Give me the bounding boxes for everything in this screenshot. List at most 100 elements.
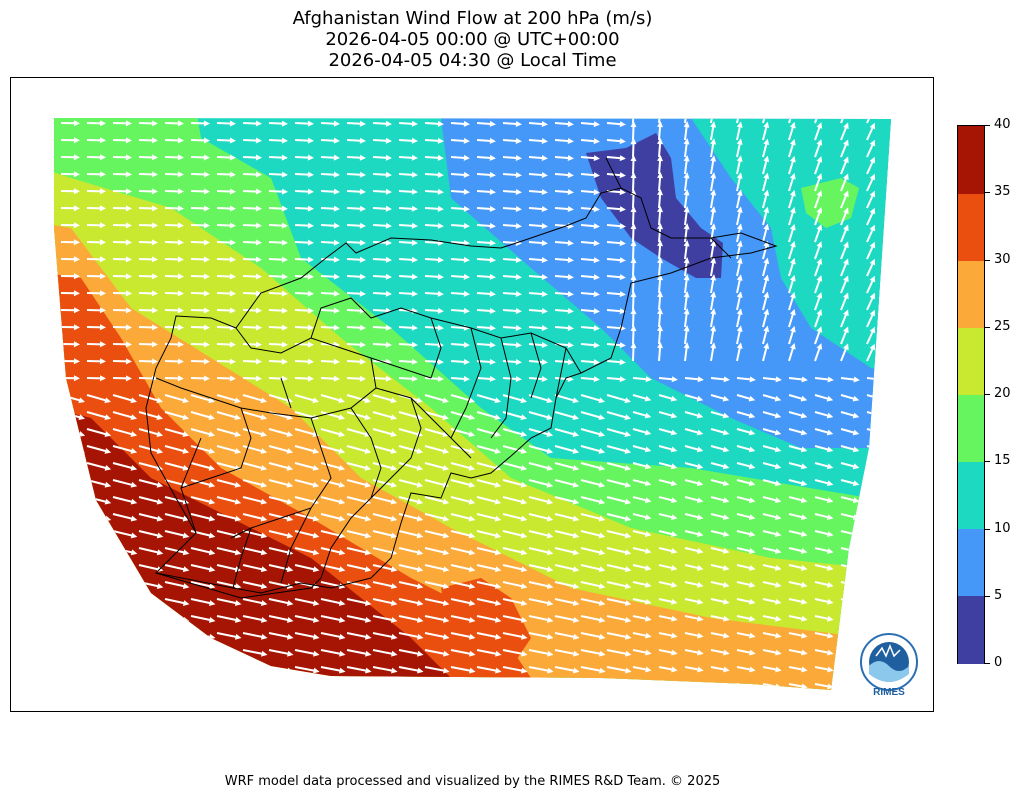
wind-arrow-head bbox=[683, 325, 690, 332]
wind-arrow-head bbox=[416, 481, 424, 488]
wind-arrow-head bbox=[443, 684, 450, 690]
wind-arrow-head bbox=[722, 463, 730, 470]
wind-arrow-head bbox=[547, 650, 554, 657]
wind-arrow-head bbox=[151, 239, 158, 246]
wind-arrow-head bbox=[130, 600, 138, 606]
wind-arrow bbox=[346, 564, 369, 571]
wind-arrow-head bbox=[437, 205, 444, 212]
wind-arrow bbox=[866, 547, 883, 553]
wind-arrow-head bbox=[73, 120, 80, 127]
wind-arrow bbox=[268, 445, 291, 453]
wind-arrow bbox=[840, 632, 857, 638]
wind-arrow-head bbox=[156, 532, 164, 539]
wind-arrow-head bbox=[234, 448, 242, 454]
wind-arrow-head bbox=[541, 240, 548, 246]
wind-arrow-head bbox=[598, 481, 606, 488]
wind-arrow-head bbox=[657, 291, 664, 298]
wind-arrow bbox=[606, 394, 629, 403]
wind-arrow-head bbox=[774, 395, 782, 402]
wind-arrow-head bbox=[790, 105, 796, 112]
wind-arrow-head bbox=[203, 290, 210, 297]
wind-arrow-head bbox=[624, 532, 632, 539]
wind-arrow-head bbox=[78, 566, 86, 573]
wind-arrow-head bbox=[359, 239, 366, 246]
wind-arrow bbox=[138, 411, 161, 419]
wind-arrow-head bbox=[722, 395, 730, 402]
wind-arrow-head bbox=[515, 358, 522, 365]
wind-arrow bbox=[450, 649, 473, 656]
wind-arrow bbox=[554, 666, 577, 673]
wind-arrow-head bbox=[644, 446, 652, 453]
wind-arrow-head bbox=[177, 154, 184, 161]
wind-arrow-head bbox=[657, 172, 664, 179]
wind-arrow-head bbox=[789, 257, 796, 265]
map-panel bbox=[10, 77, 934, 712]
wind-arrow bbox=[658, 683, 675, 688]
wind-arrow-head bbox=[104, 448, 112, 454]
wind-arrow-head bbox=[463, 273, 470, 280]
wind-arrow bbox=[580, 632, 603, 639]
wind-arrow bbox=[190, 581, 213, 588]
wind-arrow-head bbox=[541, 325, 548, 331]
wind-arrow-head bbox=[209, 684, 216, 690]
wind-arrow-head bbox=[125, 188, 132, 195]
wind-arrow bbox=[294, 615, 317, 622]
wind-arrow-head bbox=[763, 325, 770, 333]
wind-arrow-head bbox=[630, 274, 637, 281]
wind-arrow bbox=[502, 598, 525, 605]
wind-arrow-head bbox=[99, 324, 106, 331]
wind-arrow-head bbox=[816, 190, 823, 197]
wind-arrow-head bbox=[593, 257, 600, 264]
wind-arrow-head bbox=[624, 498, 632, 505]
wind-arrow bbox=[840, 615, 857, 621]
wind-arrow bbox=[424, 513, 447, 521]
wind-arrow-head bbox=[878, 514, 886, 521]
wind-arrow-head bbox=[73, 137, 80, 144]
wind-arrow bbox=[554, 428, 577, 436]
wind-arrow-head bbox=[624, 549, 632, 556]
wind-arrow-head bbox=[411, 239, 418, 246]
wind-arrow-head bbox=[520, 464, 528, 471]
wind-arrow-head bbox=[644, 395, 652, 402]
wind-arrow-head bbox=[619, 291, 626, 298]
wind-arrow-head bbox=[151, 222, 158, 229]
wind-arrow-head bbox=[442, 600, 450, 606]
wind-arrow bbox=[164, 411, 187, 419]
wind-arrow-head bbox=[801, 632, 808, 639]
wind-arrow-head bbox=[177, 375, 184, 382]
wind-arrow-head bbox=[878, 548, 886, 554]
wind-arrow bbox=[112, 530, 135, 538]
wind-arrow-head bbox=[208, 498, 216, 505]
wind-arrow-head bbox=[852, 531, 860, 537]
wind-arrow-head bbox=[312, 431, 320, 437]
wind-arrow bbox=[502, 445, 525, 453]
wind-arrow-head bbox=[826, 463, 834, 470]
wind-arrow-head bbox=[177, 358, 184, 365]
wind-arrow-head bbox=[546, 515, 554, 522]
wind-arrow-head bbox=[182, 532, 190, 539]
wind-arrow-head bbox=[515, 205, 522, 212]
wind-arrow-head bbox=[260, 498, 268, 505]
wind-arrow-head bbox=[151, 358, 158, 365]
wind-arrow bbox=[476, 411, 499, 419]
wind-arrow bbox=[190, 496, 213, 504]
wind-arrow bbox=[320, 530, 343, 538]
wind-arrow-head bbox=[442, 532, 450, 539]
wind-arrow bbox=[372, 666, 395, 673]
wind-arrow-head bbox=[710, 291, 717, 298]
wind-arrow-head bbox=[816, 241, 823, 248]
wind-arrow-head bbox=[671, 564, 678, 571]
wind-arrow-head bbox=[749, 564, 756, 571]
wind-arrow bbox=[86, 666, 109, 673]
wind-arrow-head bbox=[73, 273, 80, 280]
wind-arrow-head bbox=[125, 358, 132, 365]
wind-arrow-head bbox=[878, 531, 886, 537]
colorbar-level-5-10 bbox=[958, 528, 984, 597]
wind-arrow-head bbox=[208, 515, 216, 522]
wind-arrow bbox=[320, 632, 343, 639]
wind-arrow-head bbox=[390, 481, 398, 488]
wind-arrow-head bbox=[619, 138, 626, 145]
wind-arrow-head bbox=[229, 341, 236, 348]
wind-arrow-head bbox=[763, 308, 770, 316]
wind-arrow-head bbox=[843, 275, 849, 283]
